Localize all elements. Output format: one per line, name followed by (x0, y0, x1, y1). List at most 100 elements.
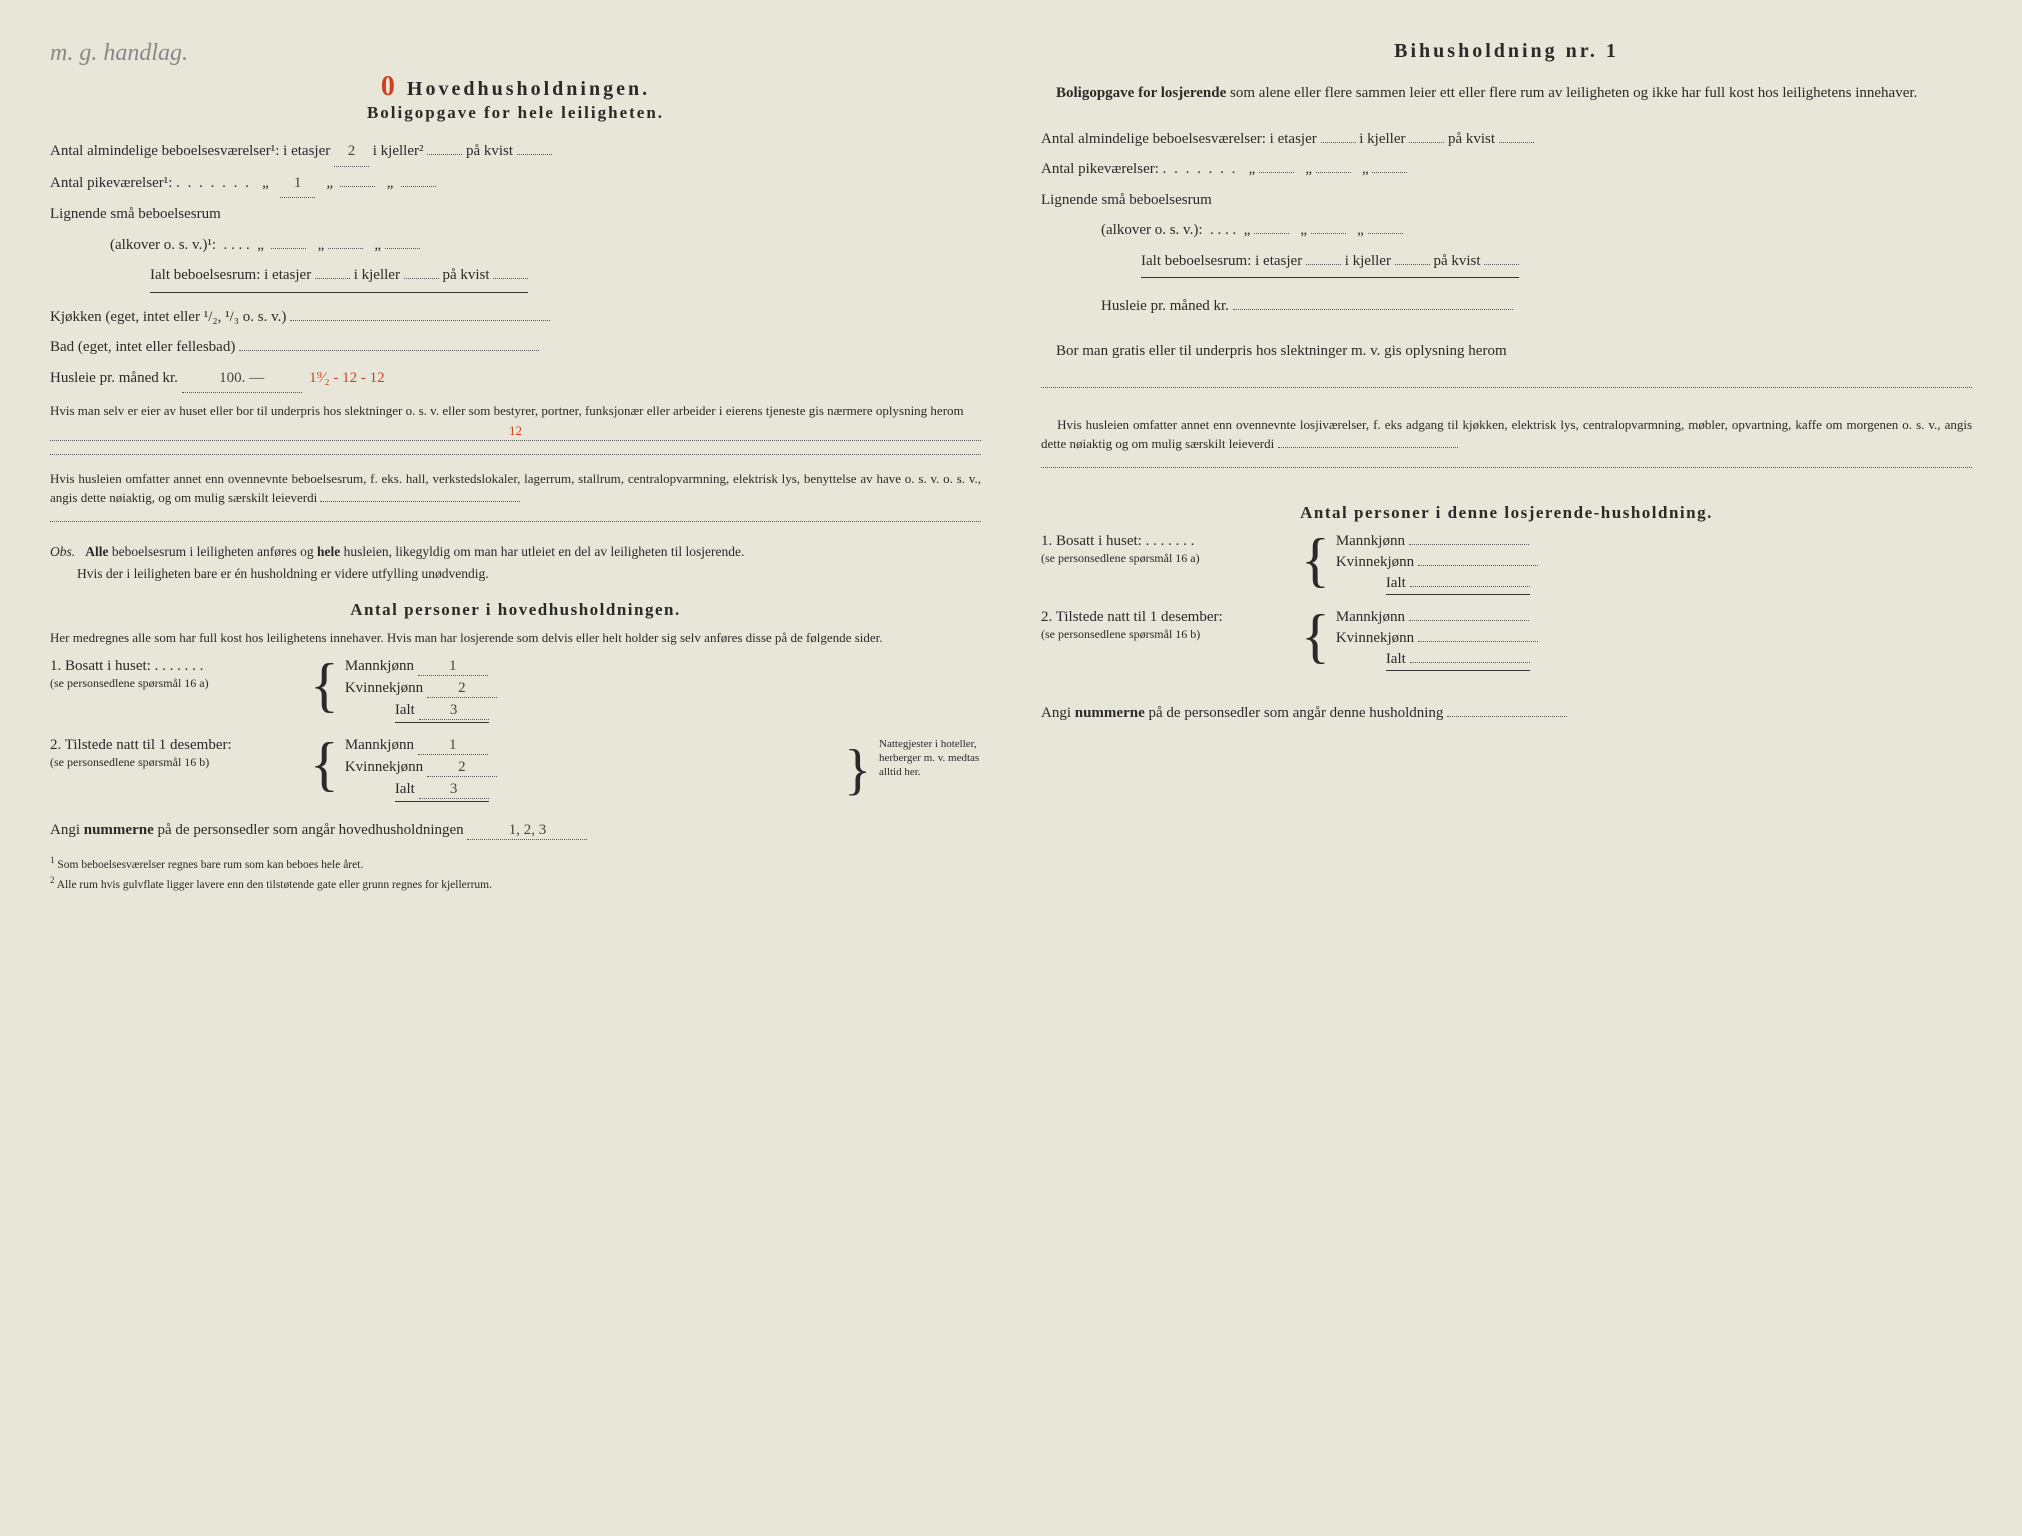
q1-subnote: (se personsedlene spørsmål 16 a) (50, 676, 209, 690)
r-maid-kjeller-value (1316, 172, 1351, 173)
q2-left: 2. Tilstede natt til 1 desember: (se per… (50, 737, 310, 771)
rooms-etasjer-value: 2 (334, 137, 369, 167)
r-ialt-kvist-value (1484, 264, 1519, 265)
r-ialt-line: Ialt beboelsesrum: i etasjer i kjeller p… (1041, 247, 1972, 279)
q1-mann-value: 1 (418, 658, 488, 676)
r-rooms-label: Antal almindelige beboelsesværelser: i e… (1041, 131, 1317, 147)
owner-note-blank: 12 (50, 421, 981, 442)
r-rooms-line: Antal almindelige beboelsesværelser: i e… (1041, 125, 1972, 154)
r-rooms-kvist-value (1499, 142, 1534, 143)
dotted-leader (1163, 161, 1238, 177)
q2-mann-value: 1 (418, 737, 488, 755)
final-b: nummerne (84, 822, 154, 838)
r-ialt-etasjer-value (1306, 264, 1341, 265)
brace-icon: { (310, 737, 339, 806)
footnote-1: Som beboelsesværelser regnes bare rum so… (57, 859, 363, 871)
small-rooms-line2: (alkover o. s. v.)¹: . . . . „ „ „ (50, 231, 981, 260)
q1-left: 1. Bosatt i huset: . . . . . . . (se per… (50, 658, 310, 692)
brace-icon: { (310, 658, 339, 727)
q2-ialt-label: Ialt (395, 781, 415, 797)
owner-note-text: Hvis man selv er eier av huset eller bor… (50, 403, 964, 418)
rent-label: Husleie pr. måned kr. (50, 370, 178, 386)
q2-label: 2. Tilstede natt til 1 desember: (50, 737, 232, 753)
kitchen-value (290, 320, 550, 321)
q2-right: Mannkjønn 1 Kvinnekjønn 2 Ialt 3 (339, 737, 844, 806)
ialt-rooms-line: Ialt beboelsesrum: i etasjer i kjeller p… (50, 261, 981, 293)
footnote-2: Alle rum hvis gulvflate ligger lavere en… (57, 879, 492, 891)
r-q2-kvinne-label: Kvinnekjønn (1336, 630, 1414, 646)
r-maid-label: Antal pikeværelser: (1041, 161, 1159, 177)
r-final-c: på de personsedler som angår denne husho… (1145, 705, 1444, 721)
q2-mann-label: Mannkjønn (345, 737, 414, 753)
ialt-kvist-label: på kvist (442, 267, 489, 283)
r-maid-etasjer-value (1259, 172, 1294, 173)
maid-line: Antal pikeværelser¹: „ 1 „ „ (50, 169, 981, 199)
intro-paragraph: Boligopgave for losjerende som alene ell… (1041, 81, 1972, 107)
r-q1-left: 1. Bosatt i huset: . . . . . . . (se per… (1041, 533, 1301, 567)
brace-icon: { (1301, 609, 1330, 675)
rent-red-annotation: 1⁹⁄₂ - 12 - 12 (309, 370, 384, 386)
r-rooms-kvist-label: på kvist (1448, 131, 1495, 147)
r-rooms-kjeller-label: i kjeller (1359, 131, 1405, 147)
r-rent-includes-text: Hvis husleien omfatter annet enn ovennev… (1041, 417, 1972, 452)
q2-kvinne-value: 2 (427, 759, 497, 777)
dotted-leader (176, 175, 251, 191)
r-rooms-kjeller-value (1409, 142, 1444, 143)
r-q2-subnote: (se personsedlene spørsmål 16 b) (1041, 627, 1200, 641)
q1-right: Mannkjønn 1 Kvinnekjønn 2 Ialt 3 (339, 658, 981, 727)
left-page: m. g. handlag. 0 Hovedhusholdningen. Bol… (50, 40, 981, 894)
r-ialt-kvist-label: på kvist (1433, 253, 1480, 269)
r-rent-includes-blank2 (1041, 467, 1972, 468)
maid-kvist-value (401, 186, 436, 187)
right-page: Bihusholdning nr. 1 Boligopgave for losj… (1041, 40, 1972, 894)
q1-kvinne-value: 2 (427, 680, 497, 698)
right-brace-icon: } (844, 747, 871, 795)
r-maid-kvist-value (1372, 172, 1407, 173)
intro-bold: Boligopgave for losjerende (1056, 85, 1226, 101)
maid-kjeller-value (340, 186, 375, 187)
r-q1-ialt-value (1410, 586, 1530, 587)
ialt-label: Ialt beboelsesrum: i etasjer (150, 267, 311, 283)
kitchen-line: Kjøkken (eget, intet eller ¹/₂, ¹/₃ o. s… (50, 303, 981, 332)
r-small-line2: (alkover o. s. v.): . . . . „ „ „ (1041, 216, 1972, 245)
r-free-line: Bor man gratis eller til underpris hos s… (1041, 335, 1972, 401)
r-q1-label: 1. Bosatt i huset: (1041, 533, 1142, 549)
r-small-etasjer-value (1254, 233, 1289, 234)
intro-rest: som alene eller flere sammen leier ett e… (1226, 85, 1917, 101)
red-zero-mark: 0 (381, 71, 395, 103)
r-maid-line: Antal pikeværelser: „ „ „ (1041, 155, 1972, 184)
question-1-row: 1. Bosatt i huset: . . . . . . . (se per… (50, 658, 981, 727)
bath-line: Bad (eget, intet eller fellesbad) (50, 333, 981, 362)
persons-title-left: Antal personer i hovedhusholdningen. (50, 600, 981, 620)
rooms-line: Antal almindelige beboelsesværelser¹: i … (50, 137, 981, 167)
ialt-kjeller-label: i kjeller (354, 267, 400, 283)
final-a: Angi (50, 822, 84, 838)
rooms-kjeller-label: i kjeller² (373, 143, 424, 159)
ialt-kvist-value (493, 278, 528, 279)
r-rent-includes-note: Hvis husleien omfatter annet enn ovennev… (1041, 415, 1972, 474)
ialt-etasjer-value (315, 278, 350, 279)
q2-kvinne-label: Kvinnekjønn (345, 759, 423, 775)
r-q2-kvinne-value (1418, 641, 1538, 642)
r-question-2-row: 2. Tilstede natt til 1 desember: (se per… (1041, 609, 1972, 675)
r-free-value (1041, 387, 1972, 388)
rooms-kvist-value (517, 154, 552, 155)
r-q2-right: Mannkjønn Kvinnekjønn Ialt (1330, 609, 1972, 675)
small-rooms-line1: Lignende små beboelsesrum (50, 200, 981, 229)
rent-includes-blank2 (50, 521, 981, 522)
rooms-kjeller-value (427, 154, 462, 155)
r-final-value (1447, 716, 1567, 717)
r-q2-ialt-value (1410, 662, 1530, 663)
bath-value (239, 350, 539, 351)
r-q1-ialt-label: Ialt (1386, 575, 1406, 591)
r-q1-kvinne-label: Kvinnekjønn (1336, 554, 1414, 570)
persons-intro: Her medregnes alle som har full kost hos… (50, 628, 981, 648)
q1-mann-label: Mannkjønn (345, 658, 414, 674)
r-q1-subnote: (se personsedlene spørsmål 16 a) (1041, 551, 1200, 565)
small-etasjer-value (271, 248, 306, 249)
rooms-kvist-label: på kvist (466, 143, 513, 159)
question-2-row: 2. Tilstede natt til 1 desember: (se per… (50, 737, 981, 806)
q1-kvinne-label: Kvinnekjønn (345, 680, 423, 696)
r-small-kjeller-value (1311, 233, 1346, 234)
ialt-kjeller-value (404, 278, 439, 279)
